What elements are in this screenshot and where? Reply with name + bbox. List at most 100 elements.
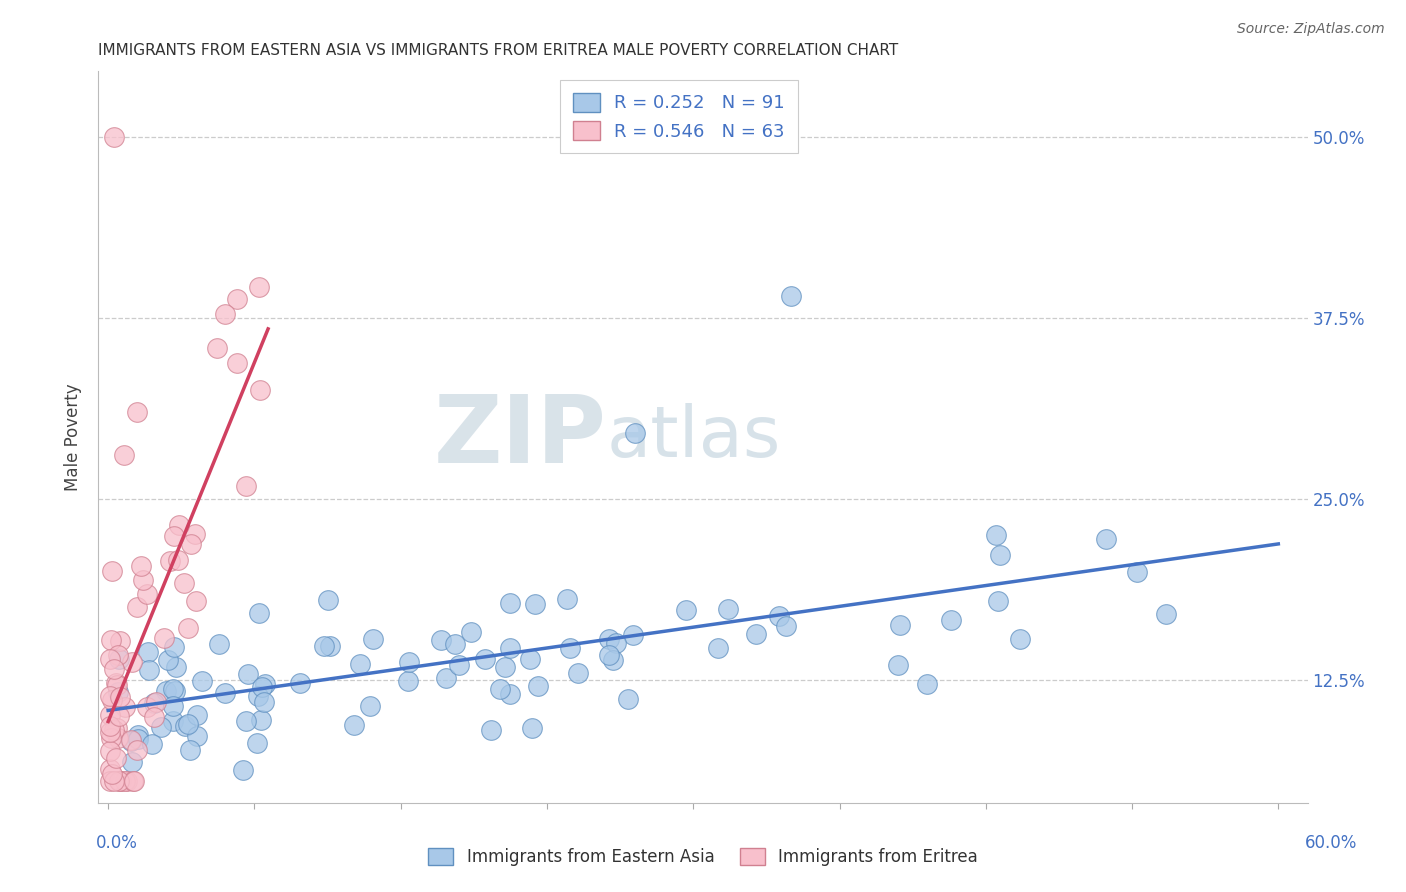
Point <box>246 736 269 750</box>
Point <box>479 723 502 738</box>
Point <box>98 724 121 739</box>
Point <box>1154 607 1177 621</box>
Point <box>623 426 645 441</box>
Point <box>100 731 122 745</box>
Point <box>398 655 420 669</box>
Point <box>121 755 143 769</box>
Point <box>110 774 132 789</box>
Point <box>103 723 125 738</box>
Point <box>915 677 938 691</box>
Point <box>290 675 312 690</box>
Point <box>177 621 200 635</box>
Point <box>523 597 546 611</box>
Point <box>250 680 273 694</box>
Text: ZIP: ZIP <box>433 391 606 483</box>
Point <box>775 619 797 633</box>
Y-axis label: Male Poverty: Male Poverty <box>65 384 83 491</box>
Point <box>499 596 522 610</box>
Point <box>105 676 128 690</box>
Point <box>107 648 129 662</box>
Point <box>494 660 516 674</box>
Point <box>986 594 1008 608</box>
Point <box>145 695 167 709</box>
Point <box>460 625 482 640</box>
Point <box>127 600 149 615</box>
Point <box>598 648 620 662</box>
Point <box>359 699 381 714</box>
Point <box>430 632 453 647</box>
Text: Source: ZipAtlas.com: Source: ZipAtlas.com <box>1237 22 1385 37</box>
Point <box>125 743 148 757</box>
Point <box>162 714 184 729</box>
Point <box>191 673 214 688</box>
Point <box>114 774 136 789</box>
Point <box>214 686 236 700</box>
Point <box>180 537 202 551</box>
Point <box>162 681 184 696</box>
Point <box>250 713 273 727</box>
Point <box>155 683 177 698</box>
Point <box>235 714 257 729</box>
Point <box>101 564 124 578</box>
Point <box>110 690 132 704</box>
Point <box>153 631 176 645</box>
Point <box>225 292 247 306</box>
Point <box>707 641 730 656</box>
Point <box>100 632 122 647</box>
Point <box>186 708 208 723</box>
Point <box>173 575 195 590</box>
Point <box>103 129 125 144</box>
Point <box>208 637 231 651</box>
Point <box>249 383 271 397</box>
Point <box>499 687 522 701</box>
Point <box>247 689 270 703</box>
Point <box>121 774 143 789</box>
Point <box>127 405 149 419</box>
Point <box>779 289 801 303</box>
Point <box>98 744 121 758</box>
Point <box>129 559 152 574</box>
Point <box>443 637 465 651</box>
Point <box>163 683 186 698</box>
Text: 60.0%: 60.0% <box>1305 834 1357 852</box>
Point <box>132 573 155 587</box>
Point <box>174 719 197 733</box>
Point <box>499 640 522 655</box>
Point <box>939 613 962 627</box>
Point <box>98 762 121 776</box>
Point <box>555 592 578 607</box>
Point <box>156 653 179 667</box>
Point <box>1010 632 1032 646</box>
Point <box>349 657 371 671</box>
Point <box>316 592 339 607</box>
Point <box>988 548 1011 562</box>
Point <box>136 645 159 659</box>
Point <box>108 633 131 648</box>
Point <box>567 666 589 681</box>
Point <box>122 774 145 789</box>
Point <box>114 700 136 714</box>
Point <box>488 681 510 696</box>
Point <box>98 690 121 704</box>
Point <box>142 696 165 710</box>
Point <box>768 609 790 624</box>
Point <box>120 732 142 747</box>
Point <box>474 651 496 665</box>
Point <box>232 764 254 778</box>
Point <box>104 751 127 765</box>
Text: 0.0%: 0.0% <box>96 834 138 852</box>
Point <box>112 448 135 462</box>
Point <box>186 729 208 743</box>
Point <box>177 717 200 731</box>
Point <box>343 718 366 732</box>
Point <box>361 632 384 646</box>
Point <box>163 529 186 543</box>
Point <box>717 602 740 616</box>
Point <box>247 606 270 620</box>
Point <box>107 731 129 746</box>
Point <box>141 738 163 752</box>
Point <box>101 692 124 706</box>
Point <box>527 679 550 693</box>
Point <box>103 662 125 676</box>
Point <box>214 307 236 321</box>
